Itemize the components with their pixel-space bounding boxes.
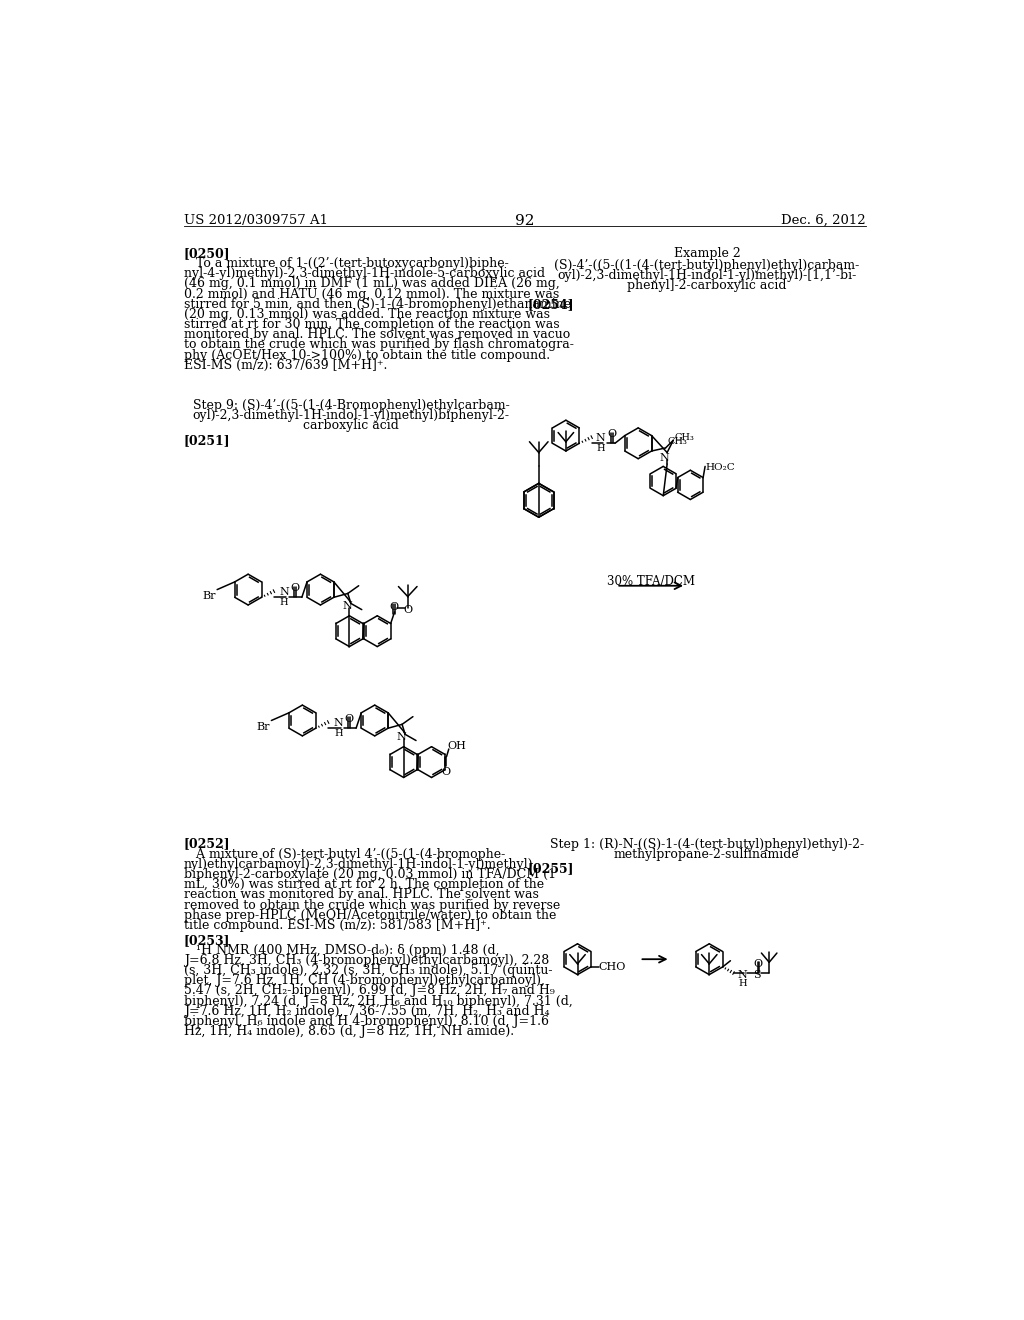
Text: stirred at rt for 30 min. The completion of the reaction was: stirred at rt for 30 min. The completion… xyxy=(183,318,559,331)
Text: stirred for 5 min, and then (S)-1-(4-bromophenyl)ethanamine: stirred for 5 min, and then (S)-1-(4-bro… xyxy=(183,298,571,310)
Text: plet, J=7.6 Hz, 1H, CH (4-bromophenyl)ethylcarbamoyl),: plet, J=7.6 Hz, 1H, CH (4-bromophenyl)et… xyxy=(183,974,545,987)
Text: nyl-4-yl)methyl)-2,3-dimethyl-1H-indole-5-carboxylic acid: nyl-4-yl)methyl)-2,3-dimethyl-1H-indole-… xyxy=(183,267,545,280)
Text: 92: 92 xyxy=(515,214,535,228)
Text: mL, 30%) was stirred at rt for 2 h. The completion of the: mL, 30%) was stirred at rt for 2 h. The … xyxy=(183,878,544,891)
Text: [0250]: [0250] xyxy=(183,247,230,260)
Text: H: H xyxy=(738,979,748,989)
Text: monitored by anal. HPLC. The solvent was removed in vacuo: monitored by anal. HPLC. The solvent was… xyxy=(183,329,570,342)
Text: 0.2 mmol) and HATU (46 mg, 0.12 mmol). The mixture was: 0.2 mmol) and HATU (46 mg, 0.12 mmol). T… xyxy=(183,288,559,301)
Text: S: S xyxy=(753,970,761,979)
Text: Br: Br xyxy=(256,722,270,733)
Text: O: O xyxy=(344,714,353,725)
Text: [0252]: [0252] xyxy=(183,837,230,850)
Text: O: O xyxy=(403,605,413,615)
Text: biphenyl, H₆ indole and H 4-bromophenyl), 8.10 (d, J=1.6: biphenyl, H₆ indole and H 4-bromophenyl)… xyxy=(183,1015,549,1028)
Text: N: N xyxy=(659,453,670,463)
Text: H: H xyxy=(280,598,289,607)
Text: A mixture of (S)-tert-butyl 4’-((5-(1-(4-bromophe-: A mixture of (S)-tert-butyl 4’-((5-(1-(4… xyxy=(183,847,505,861)
Text: N: N xyxy=(280,587,289,597)
Text: US 2012/0309757 A1: US 2012/0309757 A1 xyxy=(183,214,328,227)
Text: H: H xyxy=(596,444,604,453)
Text: 30% TFA/DCM: 30% TFA/DCM xyxy=(607,576,695,587)
Text: (46 mg, 0.1 mmol) in DMF (1 mL) was added DIEA (26 mg,: (46 mg, 0.1 mmol) in DMF (1 mL) was adde… xyxy=(183,277,559,290)
Text: phenyl]-2-carboxylic acid: phenyl]-2-carboxylic acid xyxy=(627,279,786,292)
Text: CHO: CHO xyxy=(599,962,626,973)
Text: O: O xyxy=(291,583,299,594)
Text: [0253]: [0253] xyxy=(183,933,230,946)
Text: removed to obtain the crude which was purified by reverse: removed to obtain the crude which was pu… xyxy=(183,899,560,912)
Text: O: O xyxy=(441,767,451,777)
Text: CH₃: CH₃ xyxy=(675,433,694,441)
Text: [0254]: [0254] xyxy=(527,298,573,310)
Text: Dec. 6, 2012: Dec. 6, 2012 xyxy=(781,214,866,227)
Text: N: N xyxy=(595,433,605,444)
Text: ¹H NMR (400 MHz, DMSO-d₆): δ (ppm) 1.48 (d,: ¹H NMR (400 MHz, DMSO-d₆): δ (ppm) 1.48 … xyxy=(183,944,500,957)
Text: methylpropane-2-sulfinamide: methylpropane-2-sulfinamide xyxy=(614,847,800,861)
Text: J=6.8 Hz, 3H, CH₃ (4-bromophenyl)ethylcarbamoyl), 2.28: J=6.8 Hz, 3H, CH₃ (4-bromophenyl)ethylca… xyxy=(183,954,549,968)
Text: Example 2: Example 2 xyxy=(674,247,740,260)
Text: HO₂C: HO₂C xyxy=(706,463,735,473)
Text: (20 mg, 0.13 mmol) was added. The reaction mixture was: (20 mg, 0.13 mmol) was added. The reacti… xyxy=(183,308,550,321)
Text: N: N xyxy=(334,718,343,729)
Text: ESI-MS (m/z): 637/639 [M+H]⁺.: ESI-MS (m/z): 637/639 [M+H]⁺. xyxy=(183,359,387,372)
Text: oyl)-2,3-dimethyl-1H-indol-1-yl)methyl)biphenyl-2-: oyl)-2,3-dimethyl-1H-indol-1-yl)methyl)b… xyxy=(193,409,510,422)
Text: to obtain the crude which was purified by flash chromatogra-: to obtain the crude which was purified b… xyxy=(183,338,573,351)
Text: J=7.6 Hz, 1H, H₂ indole), 7.36-7.55 (m, 7H, H₂, H₃ and H₄: J=7.6 Hz, 1H, H₂ indole), 7.36-7.55 (m, … xyxy=(183,1005,550,1018)
Text: OH: OH xyxy=(447,741,466,751)
Text: reaction was monitored by anal. HPLC. The solvent was: reaction was monitored by anal. HPLC. Th… xyxy=(183,888,539,902)
Text: phase prep-HPLC (MeOH/Acetonitrile/water) to obtain the: phase prep-HPLC (MeOH/Acetonitrile/water… xyxy=(183,908,556,921)
Text: nyl)ethylcarbamoyl)-2,3-dimethyl-1H-indol-1-yl)methyl): nyl)ethylcarbamoyl)-2,3-dimethyl-1H-indo… xyxy=(183,858,534,871)
Text: phy (AcOEt/Hex 10->100%) to obtain the title compound.: phy (AcOEt/Hex 10->100%) to obtain the t… xyxy=(183,348,550,362)
Text: Hz, 1H, H₄ indole), 8.65 (d, J=8 Hz, 1H, NH amide).: Hz, 1H, H₄ indole), 8.65 (d, J=8 Hz, 1H,… xyxy=(183,1026,514,1038)
Text: N: N xyxy=(396,733,407,742)
Text: biphenyl-2-carboxylate (20 mg, 0.03 mmol) in TFA/DCM (1: biphenyl-2-carboxylate (20 mg, 0.03 mmol… xyxy=(183,869,556,880)
Text: O: O xyxy=(607,429,616,440)
Text: CH₃: CH₃ xyxy=(667,437,687,446)
Text: biphenyl), 7.24 (d, J=8 Hz, 2H, H₆ and H₁₀ biphenyl), 7.31 (d,: biphenyl), 7.24 (d, J=8 Hz, 2H, H₆ and H… xyxy=(183,995,572,1007)
Text: [0251]: [0251] xyxy=(183,434,230,446)
Text: oyl)-2,3-dimethyl-1H-indol-1-yl)methyl)-[1,1’-bi-: oyl)-2,3-dimethyl-1H-indol-1-yl)methyl)-… xyxy=(557,269,856,281)
Text: N: N xyxy=(342,601,352,611)
Text: Step 9: (S)-4’-((5-(1-(4-Bromophenyl)ethylcarbam-: Step 9: (S)-4’-((5-(1-(4-Bromophenyl)eth… xyxy=(193,399,510,412)
Text: 5.47 (s, 2H, CH₂-biphenyl), 6.99 (d, J=8 Hz, 2H, H₇ and H₉: 5.47 (s, 2H, CH₂-biphenyl), 6.99 (d, J=8… xyxy=(183,985,555,998)
Text: O: O xyxy=(389,602,398,612)
Text: To a mixture of 1-((2’-(tert-butoxycarbonyl)biphe-: To a mixture of 1-((2’-(tert-butoxycarbo… xyxy=(183,257,509,271)
Text: H: H xyxy=(334,729,343,738)
Text: (s, 3H, CH₃ indole), 2.32 (s, 3H, CH₃ indole), 5.17 (quintu-: (s, 3H, CH₃ indole), 2.32 (s, 3H, CH₃ in… xyxy=(183,964,552,977)
Text: carboxylic acid: carboxylic acid xyxy=(303,418,399,432)
Text: (S)-4’-((5-((1-(4-(tert-butyl)phenyl)ethyl)carbam-: (S)-4’-((5-((1-(4-(tert-butyl)phenyl)eth… xyxy=(554,259,859,272)
Text: [0255]: [0255] xyxy=(527,862,573,875)
Text: Br: Br xyxy=(202,591,216,601)
Text: title compound. ESI-MS (m/z): 581/583 [M+H]⁺.: title compound. ESI-MS (m/z): 581/583 [M… xyxy=(183,919,490,932)
Text: O: O xyxy=(754,960,763,969)
Text: N: N xyxy=(738,970,748,979)
Text: Step 1: (R)-N-((S)-1-(4-(tert-butyl)phenyl)ethyl)-2-: Step 1: (R)-N-((S)-1-(4-(tert-butyl)phen… xyxy=(550,837,864,850)
